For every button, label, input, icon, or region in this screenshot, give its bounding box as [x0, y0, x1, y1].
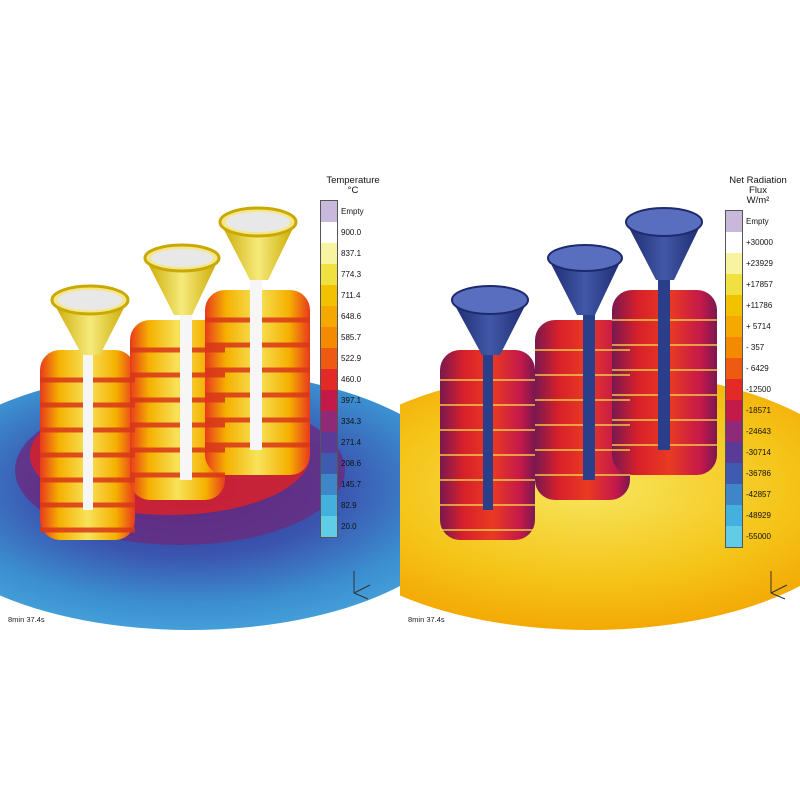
- casting-cluster-right: [440, 207, 717, 540]
- legend-label: 271.4: [341, 438, 362, 447]
- legend-swatch: [321, 495, 337, 516]
- legend-label: -18571: [746, 406, 771, 415]
- axis-triad-icon: [770, 571, 788, 600]
- legend-label: +30000: [746, 238, 773, 247]
- legend-swatch: [726, 274, 742, 295]
- legend-swatch: [321, 453, 337, 474]
- legend-swatch: [726, 316, 742, 337]
- legend-label: -48929: [746, 511, 771, 520]
- radiation-legend: Net Radiation Flux W/m² Empty +30000 +2392…: [725, 176, 791, 548]
- legend-label: - 6429: [746, 364, 769, 373]
- legend-label: -42857: [746, 490, 771, 499]
- legend-swatch: [321, 264, 337, 285]
- legend-title: Temperature: [326, 175, 380, 186]
- legend-label: 900.0: [341, 228, 362, 237]
- legend-swatch: [321, 432, 337, 453]
- legend-label: 145.7: [341, 480, 362, 489]
- legend-swatch: [726, 358, 742, 379]
- legend-label: -55000: [746, 532, 771, 541]
- legend-title: Net Radiation Flux: [729, 175, 787, 196]
- temperature-render: [0, 206, 400, 630]
- legend-swatch: [321, 222, 337, 243]
- legend-swatch: [321, 306, 337, 327]
- legend-swatch: [321, 201, 337, 222]
- legend-unit: W/m²: [746, 195, 770, 206]
- legend-swatch: [321, 474, 337, 495]
- legend-swatch: [726, 505, 742, 526]
- legend-swatch: [726, 337, 742, 358]
- legend-label: 334.3: [341, 417, 362, 426]
- legend-label: 82.9: [341, 501, 357, 510]
- legend-label: +23929: [746, 259, 773, 268]
- legend-swatch: [321, 348, 337, 369]
- legend-label: 397.1: [341, 396, 362, 405]
- legend-swatch: [726, 526, 742, 547]
- legend-swatch: [321, 390, 337, 411]
- legend-label: -12500: [746, 385, 771, 394]
- legend-label: 20.0: [341, 522, 357, 531]
- legend-swatch: [321, 411, 337, 432]
- legend-label: 460.0: [341, 375, 362, 384]
- legend-swatch: [726, 211, 742, 232]
- legend-swatch: [321, 327, 337, 348]
- legend-label: -30714: [746, 448, 771, 457]
- legend-colorbar: Empty 900.0 837.1 774.3 711.4 648.6 585.7 522.9…: [320, 200, 364, 538]
- legend-swatch: [726, 232, 742, 253]
- legend-label: 585.7: [341, 333, 362, 342]
- temperature-panel: Temperature °C Empty 900.0 837.1 774.3 711.4…: [0, 176, 400, 630]
- legend-label: 648.6: [341, 312, 362, 321]
- legend-swatch: [726, 442, 742, 463]
- legend-swatch: [726, 484, 742, 505]
- legend-swatch: [321, 516, 337, 537]
- legend-label: +17857: [746, 280, 773, 289]
- legend-label: -36786: [746, 469, 771, 478]
- legend-label: 837.1: [341, 249, 362, 258]
- legend-label: + 5714: [746, 322, 771, 331]
- radiation-panel: Net Radiation Flux W/m² Empty +30000 +2392…: [400, 0, 800, 800]
- legend-label: -24643: [746, 427, 771, 436]
- legend-swatch: [321, 243, 337, 264]
- casting-cluster-left: [40, 206, 310, 540]
- legend-swatch: [726, 253, 742, 274]
- legend-label: 208.6: [341, 459, 362, 468]
- legend-label: 711.4: [341, 291, 361, 300]
- legend-label: Empty: [746, 217, 769, 226]
- legend-unit: °C: [347, 185, 359, 196]
- time-readout: 8min 37.4s: [408, 615, 445, 624]
- legend-label: 774.3: [341, 270, 362, 279]
- legend-swatch: [726, 421, 742, 442]
- legend-label: Empty: [341, 207, 364, 216]
- legend-label: 522.9: [341, 354, 362, 363]
- legend-swatch: [726, 295, 742, 316]
- temperature-legend: Temperature °C Empty 900.0 837.1 774.3 711.4…: [320, 176, 386, 538]
- legend-swatch: [726, 400, 742, 421]
- legend-colorbar: Empty +30000 +23929 +17857 +11786 + 5714 - 357…: [725, 210, 773, 548]
- legend-swatch: [726, 379, 742, 400]
- legend-swatch: [726, 463, 742, 484]
- time-readout: 8min 37.4s: [8, 615, 45, 624]
- legend-label: +11786: [746, 301, 773, 310]
- legend-swatch: [321, 285, 337, 306]
- legend-label: - 357: [746, 343, 765, 352]
- legend-swatch: [321, 369, 337, 390]
- axis-triad-icon: [353, 571, 371, 600]
- radiation-render: [400, 207, 800, 630]
